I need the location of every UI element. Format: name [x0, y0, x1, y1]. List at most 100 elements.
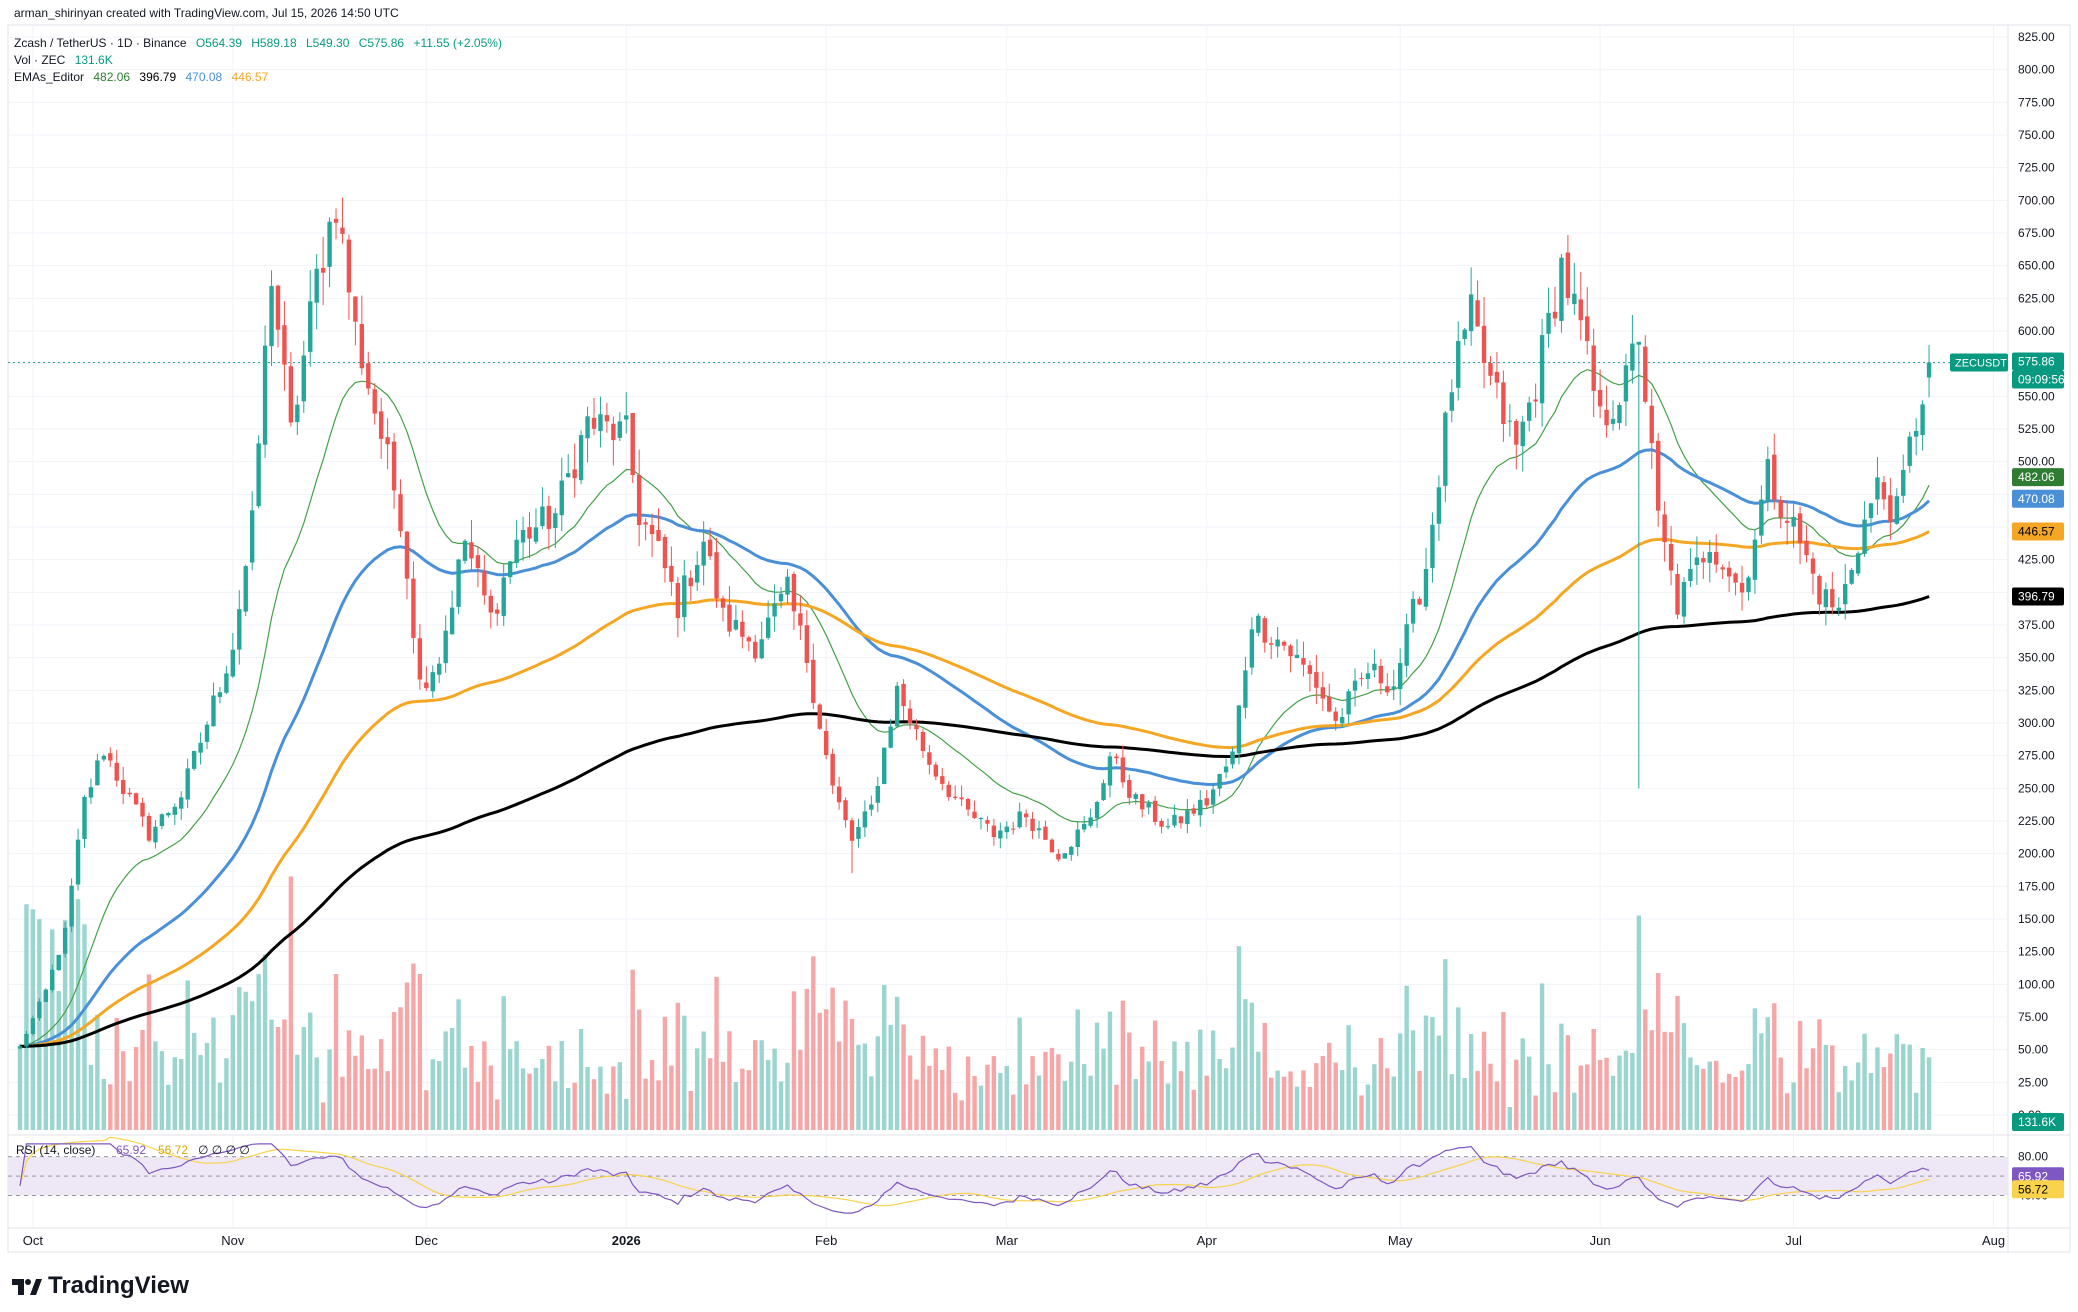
volume-bar	[179, 1059, 184, 1130]
symbol-legend[interactable]: Zcash / TetherUS · 1D · Binance O564.39 …	[14, 36, 508, 50]
volume-bar	[1765, 1017, 1771, 1130]
price-tick: 625.00	[2018, 291, 2055, 305]
volume-bar	[237, 987, 242, 1130]
volume-bar	[501, 996, 506, 1130]
candle-body	[727, 604, 732, 632]
volume-bar	[804, 988, 810, 1130]
candle-body	[533, 527, 539, 542]
candle-body	[43, 989, 48, 1002]
price-tick: 200.00	[2018, 847, 2055, 861]
candle-body	[211, 695, 216, 727]
volume-bar	[688, 1090, 693, 1130]
candle-body	[69, 885, 74, 927]
candle-body	[1823, 589, 1829, 608]
ema-legend[interactable]: EMAs_Editor 482.06 396.79 470.08 446.57	[14, 70, 274, 84]
volume-bar	[288, 876, 294, 1130]
candle-body	[140, 802, 145, 817]
volume-bar	[765, 1059, 771, 1130]
candle-body	[1488, 363, 1493, 376]
volume-bar	[1823, 1044, 1829, 1130]
candle-body	[1236, 705, 1242, 754]
volume-bar	[1017, 1017, 1022, 1130]
candle-body	[378, 411, 384, 439]
candle-body	[1365, 673, 1371, 679]
candle-body	[346, 239, 352, 293]
candle-body	[249, 510, 255, 563]
price-tick: 700.00	[2018, 193, 2055, 207]
volume-bar	[1443, 959, 1448, 1130]
countdown-label-bg	[2012, 370, 2064, 389]
candle-body	[836, 786, 842, 803]
ema20-label-bg	[2012, 468, 2064, 487]
candle-body	[720, 598, 726, 608]
candle-body	[217, 692, 223, 697]
volume-label-tag-text: 131.6K	[2018, 1115, 2056, 1129]
candle-body	[740, 621, 745, 637]
candle-body	[1301, 658, 1306, 665]
volume-bar	[1275, 1070, 1280, 1130]
candle-body	[643, 522, 648, 525]
ema100-label-text: 446.57	[2018, 524, 2055, 538]
ema-value-4: 446.57	[231, 70, 269, 84]
volume-bar	[95, 1014, 100, 1130]
volume-bar	[1868, 1073, 1874, 1130]
volume-bar	[1043, 1051, 1048, 1130]
time-tick: Oct	[23, 1233, 44, 1248]
volume-bar	[1101, 1048, 1106, 1130]
candle-body	[1011, 828, 1016, 830]
volume-bar	[1649, 1030, 1654, 1130]
volume-bar	[249, 1001, 255, 1130]
price-tick: 75.00	[2018, 1010, 2048, 1024]
symbol-title[interactable]: Zcash / TetherUS · 1D · Binance	[14, 36, 187, 50]
candle-body	[1198, 799, 1203, 816]
volume-bar	[114, 1018, 119, 1130]
volume-bar	[1726, 1073, 1732, 1130]
volume-bar	[1372, 1064, 1377, 1130]
candle-body	[1036, 828, 1042, 831]
rsi-value-tag-text: 65.92	[2018, 1169, 2048, 1183]
candle-body	[965, 798, 971, 810]
volume-bar	[1514, 1059, 1519, 1130]
volume-bar	[430, 1059, 435, 1130]
volume-bar	[1088, 1075, 1093, 1130]
candle-body	[1920, 404, 1925, 436]
volume-bar	[1114, 1084, 1119, 1130]
candle-body	[1746, 577, 1751, 593]
ohlc-change: +11.55 (+2.05%)	[413, 36, 502, 50]
price-tick: 100.00	[2018, 977, 2055, 991]
ohlc-low: L549.30	[305, 36, 350, 50]
volume-bar	[366, 1069, 371, 1130]
time-tick: May	[1388, 1233, 1413, 1248]
volume-bar	[1804, 1068, 1809, 1130]
volume-bar	[1668, 1032, 1674, 1130]
volume-bar	[682, 1015, 687, 1130]
price-tick: 350.00	[2018, 651, 2055, 665]
candle-body	[1681, 581, 1687, 617]
volume-bar	[314, 1057, 319, 1130]
last-price-label: 575.86	[2012, 352, 2064, 371]
candle-body	[585, 416, 590, 439]
volume-label-tag-bg	[2012, 1113, 2064, 1131]
volume-legend[interactable]: Vol · ZEC 131.6K	[14, 53, 119, 67]
candle-body	[1526, 402, 1532, 421]
candle-body	[1327, 696, 1332, 712]
volume-bar	[656, 1080, 661, 1130]
candle-body	[1372, 663, 1377, 671]
tradingview-brand[interactable]: TradingView	[12, 1272, 189, 1300]
volume-bar	[17, 1045, 23, 1130]
volume-value: 131.6K	[74, 53, 113, 67]
volume-bar	[1810, 1048, 1816, 1130]
volume-bar	[1539, 983, 1545, 1130]
volume-bar	[985, 1064, 990, 1130]
candle-body	[1088, 817, 1093, 826]
candle-body	[985, 820, 990, 824]
volume-bar	[1391, 1076, 1396, 1130]
candle-body	[88, 787, 94, 798]
candle-body	[1333, 711, 1338, 721]
candle-body	[501, 577, 506, 617]
candle-body	[1520, 421, 1525, 447]
price-tick: 675.00	[2018, 226, 2055, 240]
candle-body	[204, 724, 210, 742]
volume-bar	[1475, 1070, 1480, 1130]
